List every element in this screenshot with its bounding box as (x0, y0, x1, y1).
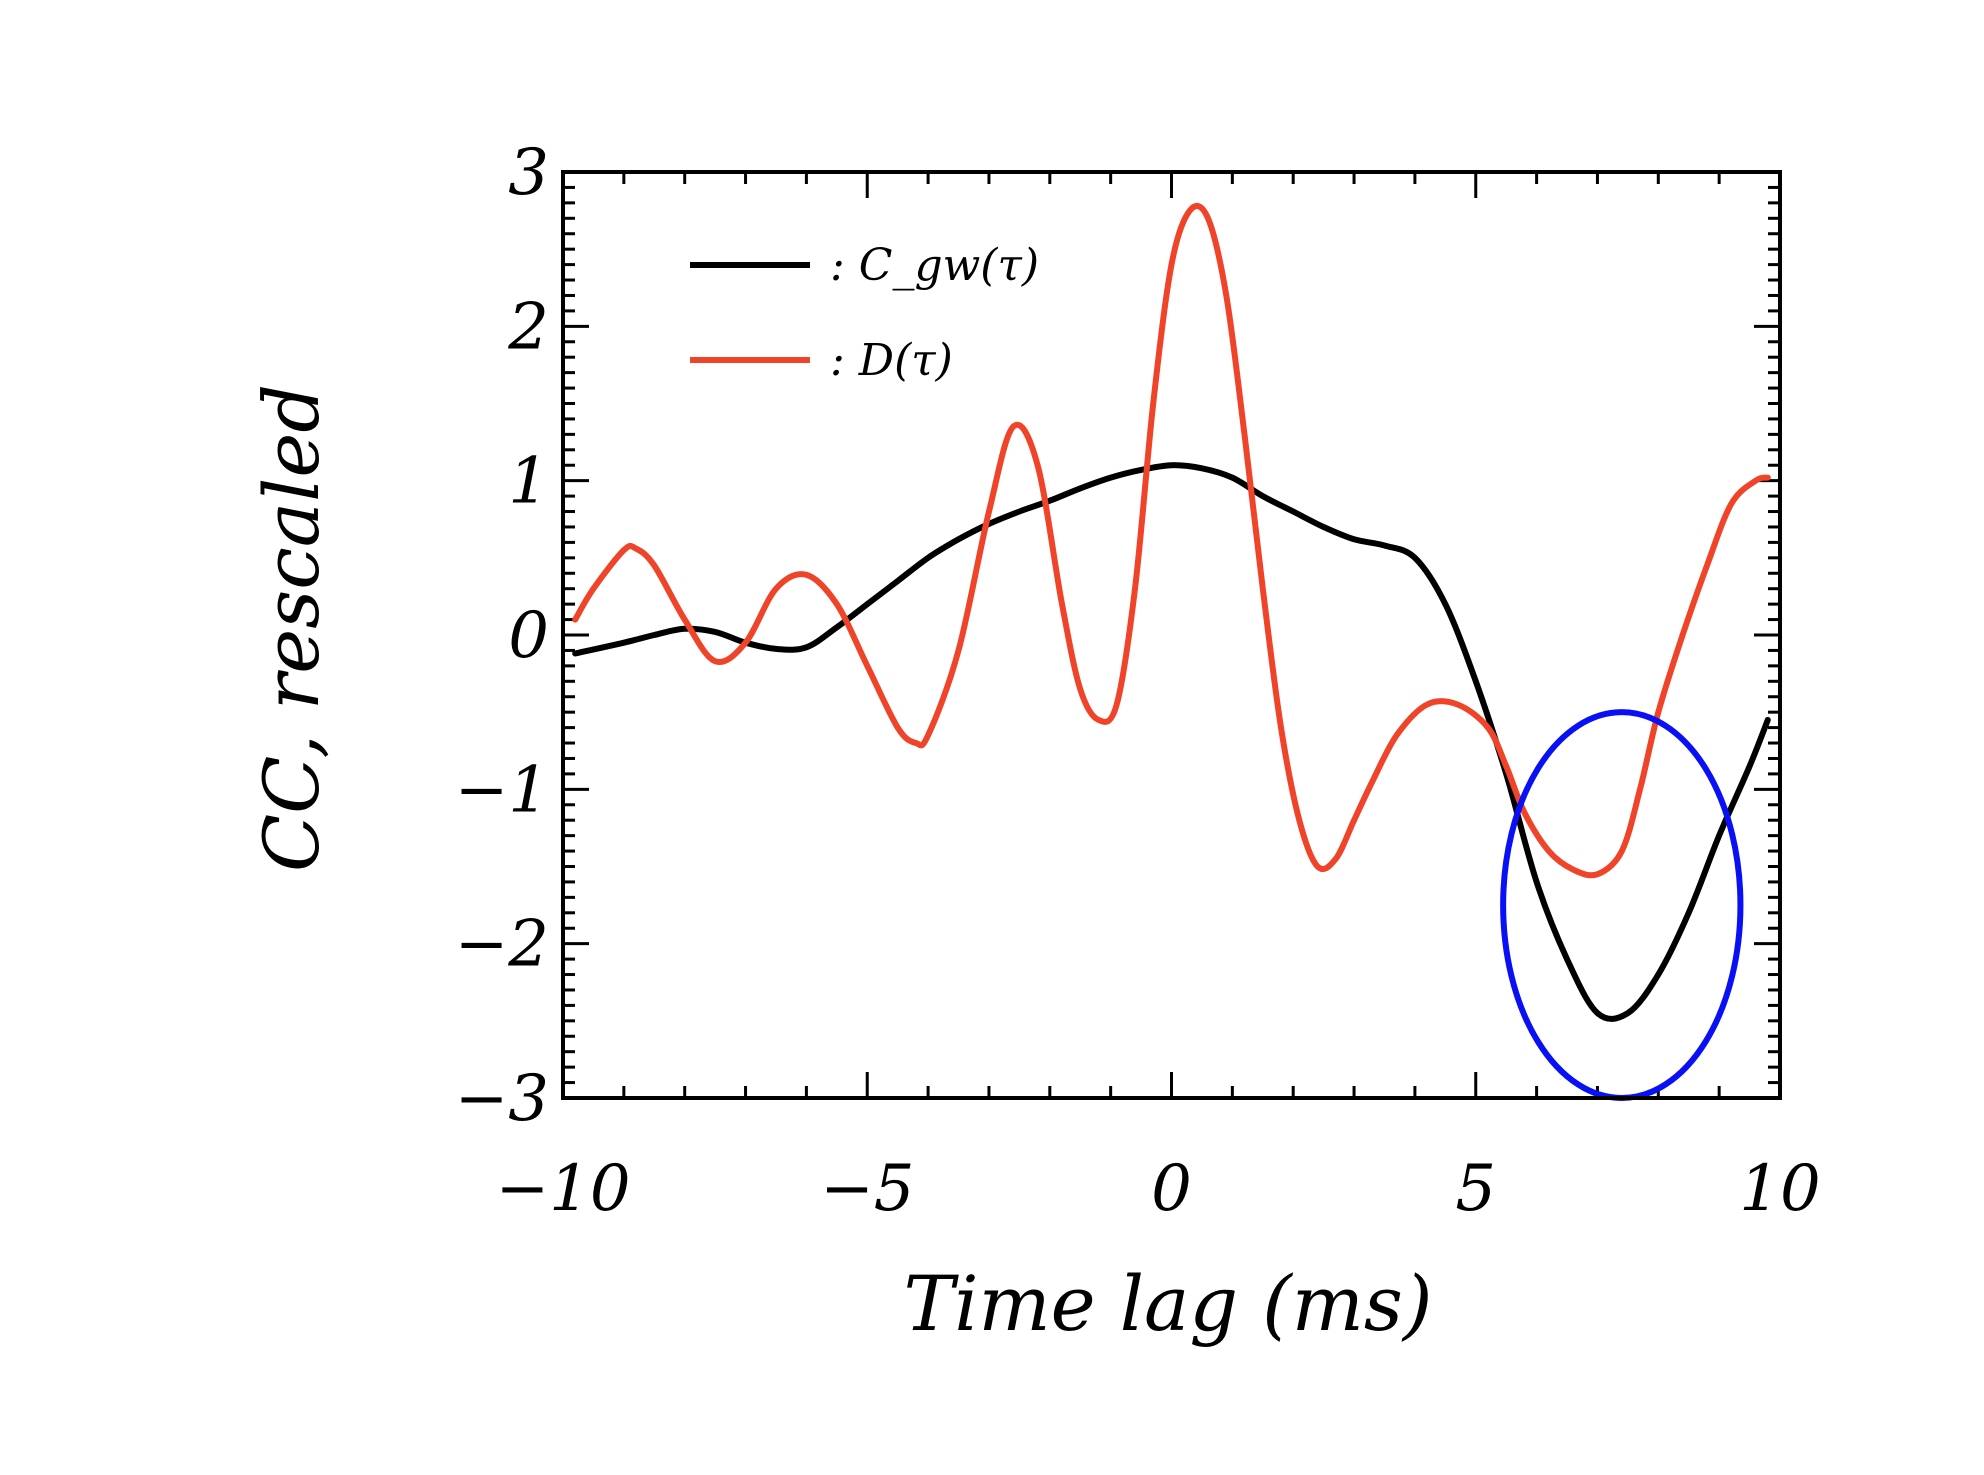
x-tick-label: 5 (1455, 1152, 1496, 1226)
legend: : C_gw(τ) : D(τ) (690, 240, 1039, 386)
legend-label: : D(τ) (830, 335, 953, 386)
y-tick-label: −1 (455, 753, 549, 827)
x-tick-label: 10 (1739, 1152, 1820, 1226)
y-tick-label: 0 (508, 599, 549, 673)
y-tick-label: −2 (455, 908, 549, 982)
y-tick-label: 3 (508, 136, 549, 210)
series-group (572, 202, 1771, 1022)
series-line-cgw (572, 462, 1771, 1022)
x-tick-labels: −10 −5 0 5 10 (495, 1152, 1820, 1226)
y-tick-label: 1 (508, 445, 549, 519)
series-line-d (572, 202, 1771, 879)
legend-label: : C_gw(τ) (830, 240, 1039, 291)
y-axis-label: CC, rescaled (247, 384, 336, 872)
x-axis-label: Time lag (ms) (904, 1259, 1433, 1348)
x-tick-label: 0 (1151, 1152, 1192, 1226)
x-tick-label: −5 (820, 1152, 914, 1226)
y-tick-label: −3 (455, 1062, 549, 1136)
x-tick-label: −10 (495, 1152, 630, 1226)
y-tick-labels: −3 −2 −1 0 1 2 3 (455, 136, 549, 1136)
y-tick-label: 2 (507, 290, 549, 364)
plot-frame (561, 170, 1782, 1100)
